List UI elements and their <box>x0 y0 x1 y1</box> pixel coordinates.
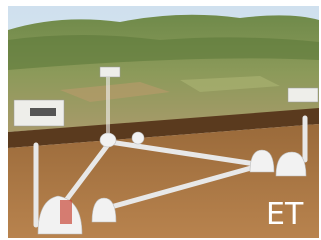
label: ET <box>266 197 304 232</box>
scene: ET <box>8 6 319 238</box>
illustration: ET <box>0 0 321 240</box>
